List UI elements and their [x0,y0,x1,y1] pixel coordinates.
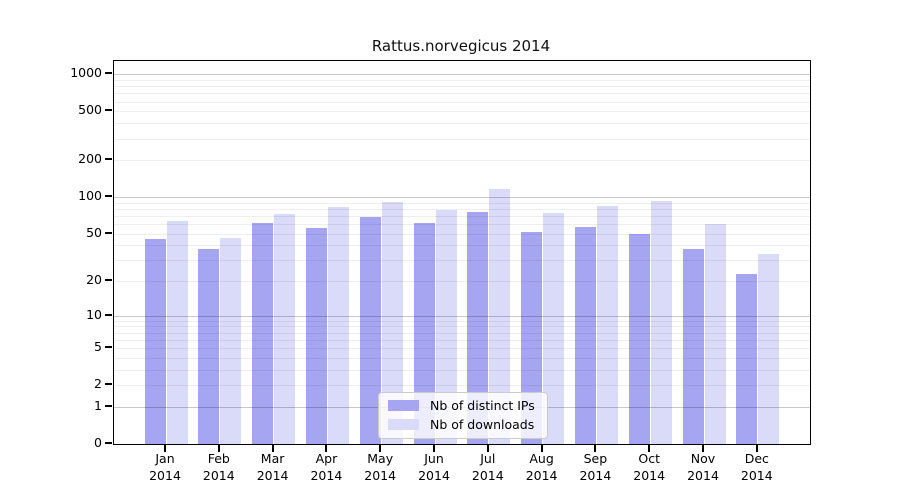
x-tick-mark [379,445,382,452]
bar-downloads [327,206,349,444]
bar-distinct-ips [252,223,274,444]
y-tick-mark [105,195,112,198]
bar-distinct-ips [628,233,650,444]
y-tick-mark [105,109,112,112]
minor-gridline [114,215,810,217]
legend-swatch-distinct-ips [388,400,419,411]
x-tick-label: Jun 2014 [418,451,450,483]
minor-gridline [114,123,810,125]
minor-gridline [114,80,810,81]
x-tick-label: Nov 2014 [687,451,719,483]
bar-downloads [274,213,296,444]
y-tick-label: 50 [86,224,102,240]
y-tick-label: 100 [78,188,102,204]
bar-downloads [435,210,457,444]
bar-downloads [758,253,780,444]
y-tick-mark [105,442,112,444]
x-tick-mark [702,445,704,452]
x-tick-mark [540,445,543,452]
y-tick-label: 2 [94,376,102,392]
x-tick-mark [271,445,274,452]
legend-item-distinct-ips: Nb of distinct IPs [388,398,535,413]
bar-distinct-ips [736,273,758,444]
legend-label-distinct-ips: Nb of distinct IPs [430,398,535,413]
x-tick-mark [648,445,651,452]
x-tick-mark [164,445,166,452]
bar-downloads [166,220,188,444]
x-tick-label: Oct 2014 [633,451,666,483]
minor-gridline [114,202,810,204]
y-tick-label: 10 [86,306,102,322]
y-tick-mark [105,231,112,234]
y-axis: 0 1 2 5 10 20 50 100 200 500 1000 [0,60,102,450]
x-tick-mark [325,445,328,452]
y-tick-mark [105,72,112,75]
major-gridline [114,74,810,76]
bar-distinct-ips [467,211,489,444]
bar-distinct-ips [682,249,704,444]
minor-gridline [114,93,810,95]
y-tick-mark [105,313,112,316]
minor-gridline [114,208,810,210]
y-tick-label: 0 [94,435,102,450]
bar-distinct-ips [198,249,220,444]
x-tick-mark [594,445,597,452]
x-tick-mark [486,445,489,452]
bar-distinct-ips [574,226,596,444]
legend: Nb of distinct IPs Nb of downloads [378,392,548,439]
y-tick-mark [105,346,112,349]
bar-distinct-ips [359,216,381,444]
x-tick-mark [433,445,435,452]
minor-gridline [114,111,810,113]
major-gridline [114,197,810,199]
y-tick-label: 500 [78,102,102,118]
x-tick-label: Dec 2014 [740,451,773,483]
bar-downloads [704,224,726,444]
x-tick-label: Apr 2014 [310,451,343,483]
y-tick-label: 5 [94,339,102,355]
x-tick-label: May 2014 [364,451,397,483]
y-tick-mark [105,404,112,407]
y-tick-label: 200 [78,151,102,167]
minor-gridline [114,160,810,162]
y-tick-label: 1000 [70,65,102,81]
x-tick-label: Mar 2014 [256,451,289,483]
x-tick-mark [755,445,758,452]
bar-distinct-ips [413,223,435,444]
minor-gridline [114,138,810,140]
x-tick-label: Sep 2014 [579,451,612,483]
bar-downloads [650,201,672,444]
y-tick-mark [105,383,112,386]
bar-distinct-ips [144,239,166,444]
bar-distinct-ips [521,231,543,444]
legend-swatch-downloads [388,419,419,430]
bar-distinct-ips [305,227,327,444]
minor-gridline [114,101,810,103]
bar-downloads [596,205,618,444]
chart-title: Rattus.norvegicus 2014 [371,37,551,55]
x-tick-label: Jul 2014 [471,451,504,483]
bar-downloads [489,189,511,444]
y-tick-label: 20 [86,272,102,288]
bar-downloads [543,213,565,444]
bar-downloads [220,238,242,444]
legend-item-downloads: Nb of downloads [388,417,535,432]
y-tick-mark [105,279,112,282]
x-tick-mark [217,445,220,452]
x-tick-label: Feb 2014 [202,451,235,483]
y-tick-label: 1 [94,397,102,413]
plot-area [113,60,811,445]
y-tick-mark [105,158,112,161]
legend-label-downloads: Nb of downloads [430,417,535,432]
x-tick-label: Jan 2014 [149,451,181,483]
x-tick-label: Aug 2014 [525,451,558,483]
minor-gridline [114,86,810,88]
bar-downloads [381,202,403,444]
